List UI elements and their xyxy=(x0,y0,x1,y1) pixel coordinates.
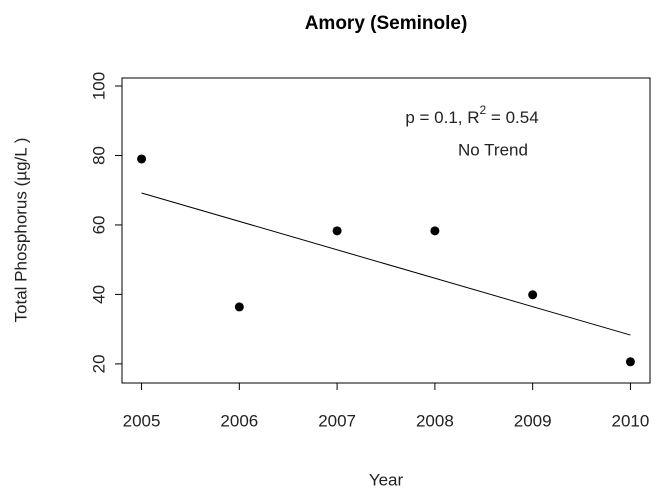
annotation: p = 0.1, R2 = 0.54 xyxy=(405,103,538,127)
annotation-rest: = 0.54 xyxy=(486,108,538,127)
y-tick-label: 20 xyxy=(89,354,108,373)
y-axis-label: Total Phosphorus (µg/L ) xyxy=(11,138,30,323)
x-tick-label: 2007 xyxy=(318,411,356,430)
point xyxy=(528,290,538,300)
point xyxy=(234,302,244,312)
point xyxy=(625,357,635,367)
plot-frame xyxy=(121,77,651,384)
x-tick-label: 2006 xyxy=(220,411,258,430)
y-tick-label: 60 xyxy=(89,215,108,234)
x-tick-label: 2010 xyxy=(612,411,650,430)
y-tick-label: 40 xyxy=(89,285,108,304)
point xyxy=(332,226,342,236)
point xyxy=(430,226,440,236)
y-tick-label: 80 xyxy=(89,146,108,165)
x-tick-label: 2008 xyxy=(416,411,454,430)
point xyxy=(137,154,147,164)
annotation-stat: p = 0.1, R xyxy=(405,108,479,127)
chart-title: Amory (Seminole) xyxy=(305,13,468,34)
annotation-sup: 2 xyxy=(480,103,487,117)
trend-line xyxy=(141,192,631,336)
x-tick-label: 2005 xyxy=(123,411,161,430)
annotation-result: No Trend xyxy=(458,140,528,159)
x-axis-label: Year xyxy=(369,470,404,489)
y-tick-label: 100 xyxy=(89,72,108,100)
x-tick-label: 2009 xyxy=(514,411,552,430)
